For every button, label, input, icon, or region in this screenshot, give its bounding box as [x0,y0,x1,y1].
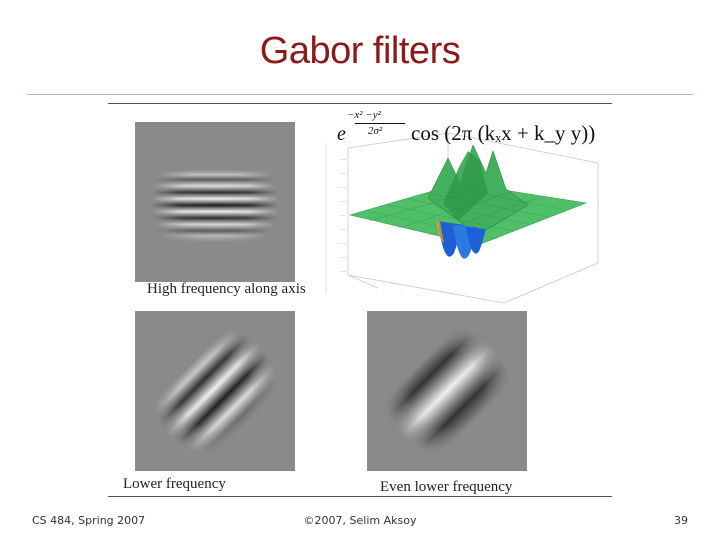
svg-text:·—: ·— [340,172,346,177]
formula-fraction-bar [355,123,405,124]
gabor-formula: e −x² −y² 2σ² cos (2π (kₓx + k_y y)) [335,109,612,151]
svg-text:·—: ·— [340,256,346,261]
formula-cosine-term: cos (2π (kₓx + k_y y)) [411,121,596,145]
svg-text:·: · [436,297,437,302]
gabor-surface-plot: ·— ·— ·— ·— ·— ·— ·— ·— ·— [340,132,599,304]
svg-text:·: · [418,294,419,299]
formula-base: e [337,123,346,145]
filter-image-lower-frequency [135,311,295,471]
svg-text:·: · [558,280,559,285]
footer-page-number: 39 [674,514,688,527]
footer-course: CS 484, Spring 2007 [32,514,146,527]
figure-bottom-rule [108,496,612,497]
caption-lower-frequency: Lower frequency [123,476,226,492]
filter-image-high-frequency [135,122,295,282]
svg-text:·—: ·— [340,242,346,247]
svg-text:·: · [578,270,579,275]
title-divider [27,94,693,95]
svg-text:·: · [538,288,539,293]
footer-copyright: ©2007, Selim Aksoy [303,514,417,527]
svg-text:·: · [366,284,367,289]
figure-graphics: ·— ·— ·— ·— ·— ·— ·— ·— ·— [135,122,599,471]
svg-text:·—: ·— [340,200,346,205]
gabor-figure: ·— ·— ·— ·— ·— ·— ·— ·— ·— [108,103,612,500]
formula-exponent-numerator: −x² −y² [347,109,381,121]
figure-top-rule [108,103,612,104]
svg-text:·: · [400,291,401,296]
svg-text:·: · [518,296,519,301]
svg-text:·—: ·— [340,186,346,191]
svg-text:·—: ·— [340,228,346,233]
slide-title: Gabor filters [259,30,461,72]
formula-exponent-denominator: 2σ² [368,125,383,137]
caption-high-frequency: High frequency along axis [147,281,306,297]
filter-image-even-lower-frequency [367,311,527,471]
svg-text:·: · [383,288,384,293]
svg-text:·—: ·— [340,214,346,219]
svg-text:·—: ·— [340,158,346,163]
svg-text:·—: ·— [340,270,346,275]
caption-even-lower-frequency: Even lower frequency [380,479,513,495]
